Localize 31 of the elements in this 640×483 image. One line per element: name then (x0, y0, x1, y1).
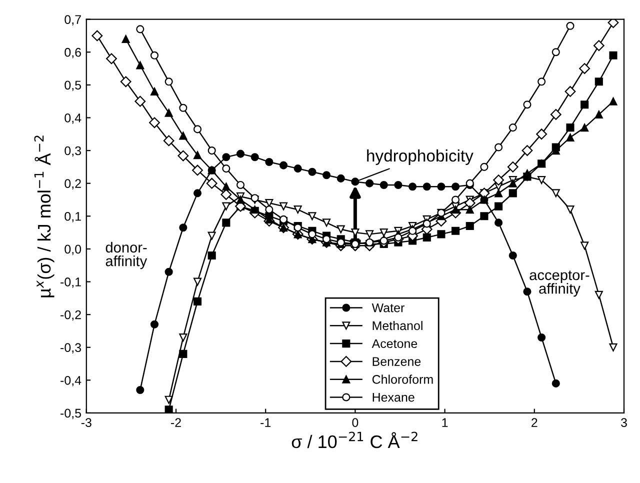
y-tick-label: 0,6 (64, 48, 81, 58)
x-tick-label: 1 (442, 418, 448, 427)
y-tick-label: 0,7 (64, 15, 81, 26)
legend-label: Benzene (372, 357, 421, 366)
annotation: donor- affinity (106, 242, 148, 270)
y-tick-label: -0,1 (60, 278, 81, 288)
y-tick-label: 0,3 (64, 146, 81, 157)
y-tick-label: 0,0 (64, 244, 82, 256)
x-tick-label: -2 (171, 418, 181, 427)
x-tick-label: -3 (81, 418, 92, 428)
annotation: acceptor- affinity (530, 270, 590, 297)
y-tick-label: 0,5 (64, 80, 82, 92)
annotation: hydrophobicity (367, 149, 474, 165)
x-tick-label: 3 (621, 418, 627, 428)
y-tick-label: -0,5 (60, 408, 82, 420)
y-tick-label: -0,2 (60, 310, 81, 321)
legend-label: Methanol (372, 320, 422, 330)
x-tick-label: 0 (352, 418, 358, 428)
legend-label: Chloroform (372, 374, 433, 384)
legend-label: Hexane (372, 393, 414, 402)
y-tick-label: 0,4 (64, 114, 82, 124)
y-tick-label: 0,2 (64, 179, 81, 190)
x-tick-label: -1 (260, 418, 271, 427)
x-axis-title: σ / 10$^{−21}$ C Å$^{−2}$ (292, 432, 418, 448)
legend-label: Acetone (372, 339, 418, 348)
y-tick-label: 0,1 (64, 212, 81, 222)
legend-label: Water (372, 304, 404, 312)
y-tick-label: -0,3 (60, 343, 81, 354)
y-axis-title: µ$^{x}$(σ) / kJ mol$^{−1}$ Å$^{−2}$ (34, 136, 54, 298)
x-tick-label: 2 (532, 418, 538, 427)
y-tick-label: -0,4 (60, 376, 82, 386)
